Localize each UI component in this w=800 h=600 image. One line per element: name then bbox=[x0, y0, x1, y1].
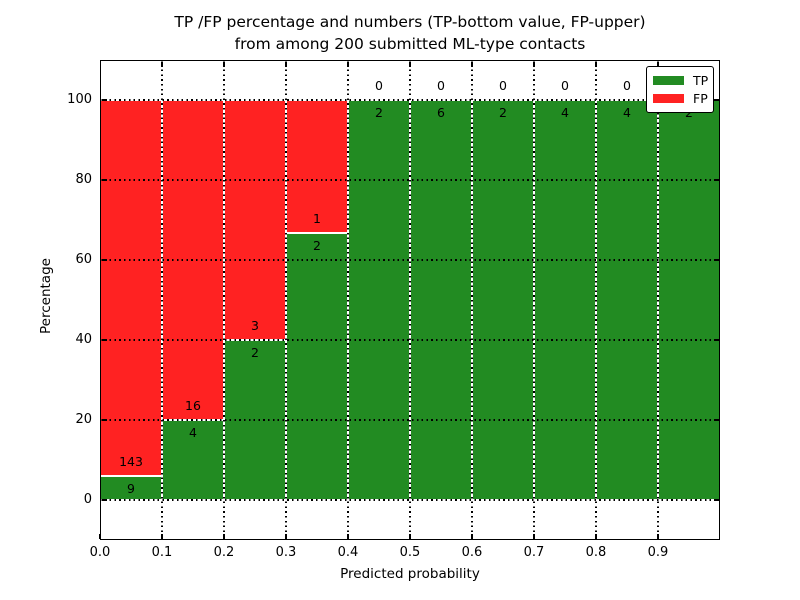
tick-left-40 bbox=[101, 339, 107, 341]
tick-bottom-0.5 bbox=[409, 533, 411, 539]
xtick-label-0.2: 0.2 bbox=[213, 545, 235, 560]
legend-swatch-tp bbox=[653, 75, 684, 85]
xtick-label-0.1: 0.1 bbox=[151, 545, 173, 560]
tick-left-100 bbox=[101, 99, 107, 101]
bar-label-fp-5: 0 bbox=[437, 78, 445, 93]
gridline-x-0.6 bbox=[471, 60, 473, 540]
bar-label-fp-1: 16 bbox=[185, 398, 201, 413]
tick-bottom-0.6 bbox=[471, 533, 473, 539]
legend: TP FP bbox=[646, 66, 714, 113]
bar-label-fp-4: 0 bbox=[375, 78, 383, 93]
tick-left-60 bbox=[101, 259, 107, 261]
ytick-label-80: 80 bbox=[75, 172, 92, 187]
gridline-x-0.5 bbox=[409, 60, 411, 540]
bar-label-fp-7: 0 bbox=[561, 78, 569, 93]
tick-top-0.1 bbox=[161, 61, 163, 67]
legend-label-fp: FP bbox=[693, 91, 708, 107]
gridline-x-0.2 bbox=[223, 60, 225, 540]
tick-bottom-0.9 bbox=[657, 533, 659, 539]
bar-label-fp-2: 3 bbox=[251, 318, 259, 333]
tick-bottom-0.0 bbox=[99, 533, 101, 539]
tick-top-0.8 bbox=[595, 61, 597, 67]
bar-label-fp-0: 143 bbox=[119, 454, 143, 470]
tick-right-100 bbox=[713, 99, 719, 101]
bar-label-tp-5: 6 bbox=[437, 105, 445, 120]
gridline-x-0.9 bbox=[657, 60, 659, 540]
ytick-label-60: 60 bbox=[75, 252, 92, 267]
legend-swatch-fp bbox=[653, 94, 684, 104]
tick-top-0.2 bbox=[223, 61, 225, 67]
gridline-x-0.1 bbox=[161, 60, 163, 540]
ytick-label-20: 20 bbox=[75, 412, 92, 427]
ytick-label-100: 100 bbox=[67, 92, 92, 107]
xtick-label-0.5: 0.5 bbox=[399, 545, 421, 560]
tick-bottom-0.3 bbox=[285, 533, 287, 539]
tick-top-0.9 bbox=[657, 61, 659, 67]
xtick-label-0.8: 0.8 bbox=[585, 545, 607, 560]
gridline-x-0.4 bbox=[347, 60, 349, 540]
chart-title-line1: TP /FP percentage and numbers (TP-bottom… bbox=[174, 13, 646, 31]
tick-top-0.6 bbox=[471, 61, 473, 67]
tick-top-0.5 bbox=[409, 61, 411, 67]
xtick-label-0.4: 0.4 bbox=[337, 545, 359, 560]
bar-label-tp-7: 4 bbox=[561, 105, 569, 120]
xtick-label-0.3: 0.3 bbox=[275, 545, 297, 560]
tick-top-0.4 bbox=[347, 61, 349, 67]
tick-right-80 bbox=[713, 179, 719, 181]
legend-label-tp: TP bbox=[693, 72, 709, 88]
x-axis-label: Predicted probability bbox=[340, 566, 480, 582]
tick-bottom-0.2 bbox=[223, 533, 225, 539]
tick-right-40 bbox=[713, 339, 719, 341]
tick-right-20 bbox=[713, 419, 719, 421]
tick-top-0.7 bbox=[533, 61, 535, 67]
tick-left-0 bbox=[101, 499, 107, 501]
tick-left-80 bbox=[101, 179, 107, 181]
bar-label-fp-6: 0 bbox=[499, 78, 507, 93]
bar-fp-2 bbox=[224, 100, 286, 340]
bar-label-tp-6: 2 bbox=[499, 105, 507, 120]
bar-label-tp-1: 4 bbox=[189, 425, 197, 440]
xtick-label-0.0: 0.0 bbox=[89, 545, 111, 560]
chart-title-line2: from among 200 submitted ML-type contact… bbox=[234, 35, 586, 53]
ytick-label-0: 0 bbox=[83, 492, 92, 507]
bar-tp-9 bbox=[658, 100, 720, 500]
tick-right-60 bbox=[713, 259, 719, 261]
legend-row-tp: TP bbox=[653, 72, 709, 88]
ytick-label-40: 40 bbox=[75, 332, 92, 347]
tick-bottom-0.1 bbox=[161, 533, 163, 539]
tick-bottom-0.4 bbox=[347, 533, 349, 539]
tick-left-20 bbox=[101, 419, 107, 421]
tick-bottom-0.7 bbox=[533, 533, 535, 539]
bar-label-fp-8: 0 bbox=[623, 78, 631, 93]
bar-label-tp-3: 2 bbox=[313, 238, 321, 254]
tick-bottom-0.8 bbox=[595, 533, 597, 539]
bar-label-tp-4: 2 bbox=[375, 105, 383, 120]
tick-right-0 bbox=[713, 499, 719, 501]
legend-row-fp: FP bbox=[653, 91, 708, 107]
bar-tp-7 bbox=[534, 100, 596, 500]
xtick-label-0.9: 0.9 bbox=[647, 545, 669, 560]
tick-top-0.3 bbox=[285, 61, 287, 67]
bar-label-tp-2: 2 bbox=[251, 345, 259, 360]
bar-label-fp-3: 1 bbox=[313, 211, 321, 227]
bar-label-tp-8: 4 bbox=[623, 105, 631, 120]
xtick-label-0.6: 0.6 bbox=[461, 545, 483, 560]
gridline-x-0.3 bbox=[285, 60, 287, 540]
plot-area-border bbox=[100, 60, 720, 540]
bar-fp-0 bbox=[100, 100, 162, 477]
gridline-x-0.7 bbox=[533, 60, 535, 540]
xtick-label-0.7: 0.7 bbox=[523, 545, 545, 560]
bar-tp-8 bbox=[596, 100, 658, 500]
gridline-x-0.8 bbox=[595, 60, 597, 540]
y-axis-label: Percentage bbox=[38, 258, 54, 334]
bar-label-tp-0: 9 bbox=[127, 481, 135, 497]
